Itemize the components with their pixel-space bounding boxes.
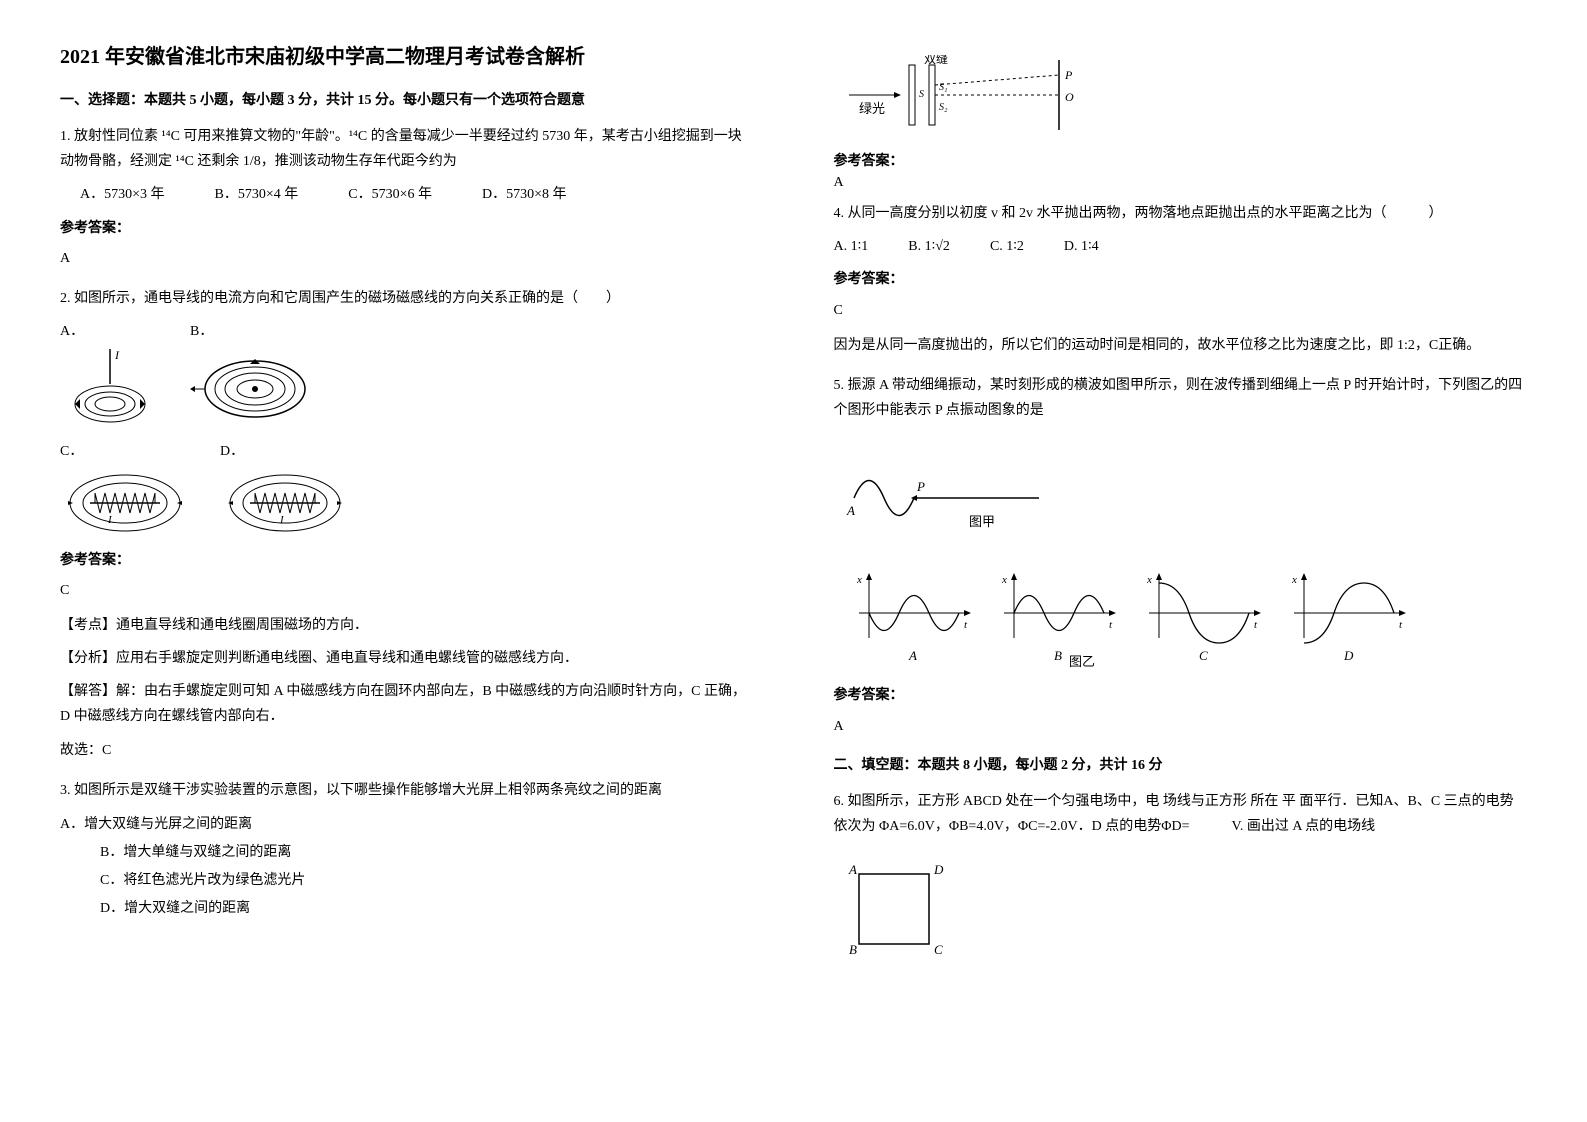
q5-label-P: P <box>916 479 925 494</box>
svg-text:t: t <box>1254 619 1258 631</box>
q2-analysis1: 【考点】通电直导线和通电线圈周围磁场的方向． <box>60 613 754 638</box>
q3-answer: A <box>834 175 1528 191</box>
section1-header: 一、选择题：本题共 5 小题，每小题 3 分，共计 15 分。每小题只有一个选项… <box>60 89 754 109</box>
svg-text:C: C <box>1199 648 1208 663</box>
svg-text:t: t <box>964 619 968 631</box>
q4-optD: D. 1∶4 <box>1064 234 1099 259</box>
q2-diagram-B <box>190 344 320 434</box>
q3-answer-label: 参考答案： <box>834 150 1528 170</box>
svg-text:t: t <box>1399 619 1403 631</box>
q4-analysis: 因为是从同一高度抛出的，所以它们的运动时间是相同的，故水平位移之比为速度之比，即… <box>834 333 1528 358</box>
q1-optB: B．5730×4 年 <box>215 182 299 207</box>
question-5: 5. 振源 A 带动细绳振动，某时刻形成的横波如图甲所示，则在波传播到细绳上一点… <box>834 373 1528 739</box>
q2-images-row2: C． I D． <box>60 439 754 539</box>
q5-diagram-yi: x t A x t B <box>834 563 1528 673</box>
q5-caption-jia: 图甲 <box>969 514 995 529</box>
svg-text:x: x <box>856 574 862 586</box>
q4-answer-label: 参考答案： <box>834 267 1528 292</box>
q2-labelC: C． <box>60 439 83 464</box>
q1-optC: C．5730×6 年 <box>348 182 432 207</box>
q4-text: 4. 从同一高度分别以初度 v 和 2v 水平抛出两物，两物落地点距抛出点的水平… <box>834 201 1528 226</box>
q2-analysis2: 【分析】应用右手螺旋定则判断通电线圈、通电直导线和通电螺线管的磁感线方向． <box>60 646 754 671</box>
svg-text:x: x <box>1001 574 1007 586</box>
question-4: 4. 从同一高度分别以初度 v 和 2v 水平抛出两物，两物落地点距抛出点的水平… <box>834 201 1528 358</box>
svg-text:C: C <box>934 942 943 957</box>
q5-caption-yi: 图乙 <box>1069 654 1095 668</box>
svg-text:t: t <box>1109 619 1113 631</box>
right-column: 绿光 S₁ S₂ S 双缝 P O 参考答案： A 4. 从同一高度分别以初度 … <box>834 40 1528 984</box>
svg-text:S: S <box>919 89 924 100</box>
q1-optD: D．5730×8 年 <box>482 182 567 207</box>
q3-green-light-label: 绿光 <box>859 101 885 116</box>
q4-optB: B. 1∶√2 <box>908 234 950 259</box>
q5-answer-label: 参考答案： <box>834 683 1528 708</box>
svg-text:A: A <box>848 862 857 877</box>
q5-diagram-jia: A P 图甲 <box>834 448 1528 538</box>
svg-text:x: x <box>1146 574 1152 586</box>
q4-optA: A. 1∶1 <box>834 234 869 259</box>
svg-text:B: B <box>1054 648 1062 663</box>
q3-double-slit-label: 双缝 <box>924 55 948 66</box>
question-3: 3. 如图所示是双缝干涉实验装置的示意图，以下哪些操作能够增大光屏上相邻两条亮纹… <box>60 778 754 923</box>
svg-text:S₁: S₁ <box>939 82 947 93</box>
q2-labelB: B． <box>190 319 213 344</box>
svg-text:O: O <box>1065 90 1074 104</box>
svg-text:I: I <box>114 348 120 362</box>
svg-text:P: P <box>1064 68 1073 82</box>
question-1: 1. 放射性同位素 ¹⁴C 可用来推算文物的"年龄"。¹⁴C 的含量每减少一半要… <box>60 124 754 271</box>
q1-answer: A <box>60 246 754 271</box>
svg-text:B: B <box>849 942 857 957</box>
q2-diagram-A: I <box>60 344 160 434</box>
svg-text:I: I <box>279 514 285 526</box>
svg-text:A: A <box>908 648 917 663</box>
q2-analysis4: 故选：C <box>60 738 754 763</box>
q5-answer: A <box>834 714 1528 739</box>
q5-text: 5. 振源 A 带动细绳振动，某时刻形成的横波如图甲所示，则在波传播到细绳上一点… <box>834 373 1528 423</box>
svg-text:S₂: S₂ <box>939 102 948 113</box>
q3-optD: D．增大双缝之间的距离 <box>100 895 754 923</box>
q6-text: 6. 如图所示，正方形 ABCD 处在一个匀强电场中，电 场线与正方形 所在 平… <box>834 789 1528 839</box>
q2-images-row1: A． I B． <box>60 319 754 434</box>
q2-labelD: D． <box>220 439 244 464</box>
question-6: 6. 如图所示，正方形 ABCD 处在一个匀强电场中，电 场线与正方形 所在 平… <box>834 789 1528 969</box>
q1-optA: A．5730×3 年 <box>80 182 165 207</box>
svg-text:x: x <box>1291 574 1297 586</box>
q4-answer: C <box>834 298 1528 323</box>
q2-analysis3: 【解答】解：由右手螺旋定则可知 A 中磁感线方向在圆环内部向左，B 中磁感线的方… <box>60 679 754 729</box>
q1-options: A．5730×3 年 B．5730×4 年 C．5730×6 年 D．5730×… <box>80 182 754 207</box>
q2-diagram-C: I <box>60 465 190 540</box>
q3-diagram: 绿光 S₁ S₂ S 双缝 P O <box>834 50 1528 140</box>
q5-label-A-src: A <box>846 503 855 518</box>
svg-text:D: D <box>933 862 944 877</box>
q2-answer-label: 参考答案： <box>60 548 754 573</box>
q2-diagram-D: I <box>220 465 350 540</box>
svg-text:I: I <box>107 514 113 526</box>
q3-optB: B．增大单缝与双缝之间的距离 <box>100 839 754 867</box>
q3-options: A．增大双缝与光屏之间的距离 B．增大单缝与双缝之间的距离 C．将红色滤光片改为… <box>100 811 754 923</box>
left-column: 2021 年安徽省淮北市宋庙初级中学高二物理月考试卷含解析 一、选择题：本题共 … <box>60 40 754 984</box>
q2-labelA: A． <box>60 319 84 344</box>
page-title: 2021 年安徽省淮北市宋庙初级中学高二物理月考试卷含解析 <box>60 40 754 69</box>
q2-answer: C <box>60 578 754 603</box>
q6-diagram: A D B C <box>834 849 1528 969</box>
q3-optA: A．增大双缝与光屏之间的距离 <box>60 811 754 839</box>
q1-text: 1. 放射性同位素 ¹⁴C 可用来推算文物的"年龄"。¹⁴C 的含量每减少一半要… <box>60 124 754 174</box>
section2-header: 二、填空题：本题共 8 小题，每小题 2 分，共计 16 分 <box>834 754 1528 774</box>
question-2: 2. 如图所示，通电导线的电流方向和它周围产生的磁场磁感线的方向关系正确的是（ … <box>60 286 754 763</box>
q2-text: 2. 如图所示，通电导线的电流方向和它周围产生的磁场磁感线的方向关系正确的是（ … <box>60 286 754 311</box>
q1-answer-label: 参考答案： <box>60 216 754 241</box>
q4-optC: C. 1∶2 <box>990 234 1024 259</box>
q3-optC: C．将红色滤光片改为绿色滤光片 <box>100 867 754 895</box>
q4-options: A. 1∶1 B. 1∶√2 C. 1∶2 D. 1∶4 <box>834 234 1528 259</box>
q3-text: 3. 如图所示是双缝干涉实验装置的示意图，以下哪些操作能够增大光屏上相邻两条亮纹… <box>60 778 754 803</box>
svg-text:D: D <box>1343 648 1354 663</box>
